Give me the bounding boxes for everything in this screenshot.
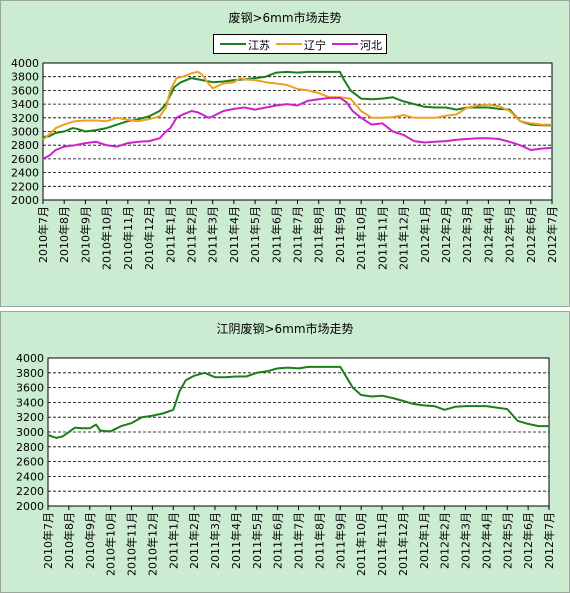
x-tick-label: 2012年7月 xyxy=(542,512,556,569)
y-tick-label: 2200 xyxy=(11,180,39,193)
x-tick-label: 2012年1月 xyxy=(418,206,432,263)
x-tick-label: 2012年2月 xyxy=(439,206,453,263)
y-tick-label: 3200 xyxy=(11,112,39,125)
x-tick-label: 2012年4月 xyxy=(481,206,495,263)
x-tick-label: 2011年2月 xyxy=(184,206,198,263)
series-line xyxy=(47,365,549,439)
x-tick-label: 2011年11月 xyxy=(375,512,389,576)
x-tick-label: 2012年3月 xyxy=(460,206,474,263)
y-tick-label: 3000 xyxy=(16,426,44,439)
x-tick-label: 2012年3月 xyxy=(459,512,473,569)
y-tick-label: 2600 xyxy=(11,153,39,166)
series-line-河北 xyxy=(42,96,553,160)
legend-swatch-liaoning xyxy=(276,43,302,45)
legend-label: 江苏 xyxy=(248,39,270,52)
x-tick-label: 2012年1月 xyxy=(417,512,431,569)
y-tick-label: 2000 xyxy=(16,500,44,513)
x-tick-label: 2011年1月 xyxy=(163,206,177,263)
series-line-江苏 xyxy=(42,70,552,138)
x-tick-label: 2011年1月 xyxy=(166,512,180,569)
x-tick-label: 2011年12月 xyxy=(397,206,411,270)
y-tick-label: 3600 xyxy=(16,382,44,395)
x-tick-label: 2011年10月 xyxy=(354,206,368,270)
y-tick-label: 4000 xyxy=(16,352,44,365)
x-tick-label: 2010年8月 xyxy=(57,206,71,263)
y-tick-label: 2800 xyxy=(11,139,39,152)
y-tick-label: 2400 xyxy=(11,167,39,180)
x-tick-label: 2011年3月 xyxy=(208,512,222,569)
x-tick-label: 2011年5月 xyxy=(248,206,262,263)
series-line-辽宁 xyxy=(42,70,552,141)
y-tick-label: 3400 xyxy=(16,396,44,409)
x-tick-label: 2012年7月 xyxy=(545,206,559,263)
legend: 江苏 辽宁 河北 xyxy=(213,34,387,54)
y-tick-label: 3000 xyxy=(11,126,39,139)
x-tick-label: 2010年7月 xyxy=(36,206,50,263)
x-tick-label: 2011年7月 xyxy=(291,206,305,263)
y-tick-label: 3800 xyxy=(11,71,39,84)
x-tick-label: 2011年12月 xyxy=(396,512,410,576)
x-tick-label: 2012年6月 xyxy=(521,512,535,569)
x-tick-label: 2010年8月 xyxy=(62,512,76,569)
x-tick-label: 2011年8月 xyxy=(312,206,326,263)
x-tick-label: 2011年2月 xyxy=(187,512,201,569)
y-tick-label: 2800 xyxy=(16,441,44,454)
x-tick-label: 2011年7月 xyxy=(292,512,306,569)
x-tick-label: 2010年10月 xyxy=(104,512,118,576)
x-tick-label: 2010年9月 xyxy=(83,512,97,569)
legend-swatch-jiangsu xyxy=(220,43,246,45)
y-tick-label: 2000 xyxy=(11,194,39,207)
y-tick-label: 3200 xyxy=(16,411,44,424)
x-tick-label: 2012年2月 xyxy=(438,512,452,569)
x-tick-label: 2012年5月 xyxy=(500,512,514,569)
x-tick-label: 2012年4月 xyxy=(479,512,493,569)
chart-title: 江阴废钢>6mm市场走势 xyxy=(216,322,354,336)
x-tick-label: 2011年3月 xyxy=(206,206,220,263)
x-tick-label: 2010年10月 xyxy=(100,206,114,270)
y-tick-label: 2400 xyxy=(16,470,44,483)
y-tick-label: 4000 xyxy=(11,57,39,70)
x-tick-label: 2011年8月 xyxy=(312,512,326,569)
legend-swatch-hebei xyxy=(332,43,358,45)
x-tick-label: 2011年11月 xyxy=(375,206,389,270)
legend-label: 辽宁 xyxy=(304,39,326,52)
x-tick-label: 2012年6月 xyxy=(524,206,538,263)
legend-label: 河北 xyxy=(360,39,382,52)
chart-title: 废钢>6mm市场走势 xyxy=(228,11,342,25)
x-tick-label: 2011年5月 xyxy=(250,512,264,569)
x-tick-label: 2010年11月 xyxy=(121,206,135,270)
y-tick-label: 2600 xyxy=(16,456,44,469)
x-tick-label: 2010年12月 xyxy=(142,206,156,270)
x-tick-label: 2011年6月 xyxy=(269,206,283,263)
x-tick-label: 2011年6月 xyxy=(271,512,285,569)
x-tick-label: 2011年9月 xyxy=(333,512,347,569)
x-tick-label: 2011年9月 xyxy=(333,206,347,263)
y-tick-label: 3800 xyxy=(16,367,44,380)
x-tick-label: 2010年11月 xyxy=(125,512,139,576)
x-tick-label: 2011年4月 xyxy=(229,512,243,569)
plot-area xyxy=(42,62,553,201)
y-tick-label: 3600 xyxy=(11,84,39,97)
x-tick-label: 2012年5月 xyxy=(503,206,517,263)
y-tick-label: 2200 xyxy=(16,485,44,498)
x-tick-label: 2010年12月 xyxy=(145,512,159,576)
x-tick-label: 2011年10月 xyxy=(354,512,368,576)
x-tick-label: 2010年7月 xyxy=(41,512,55,569)
y-tick-label: 3400 xyxy=(11,98,39,111)
x-tick-label: 2011年4月 xyxy=(227,206,241,263)
x-tick-label: 2010年9月 xyxy=(78,206,92,263)
